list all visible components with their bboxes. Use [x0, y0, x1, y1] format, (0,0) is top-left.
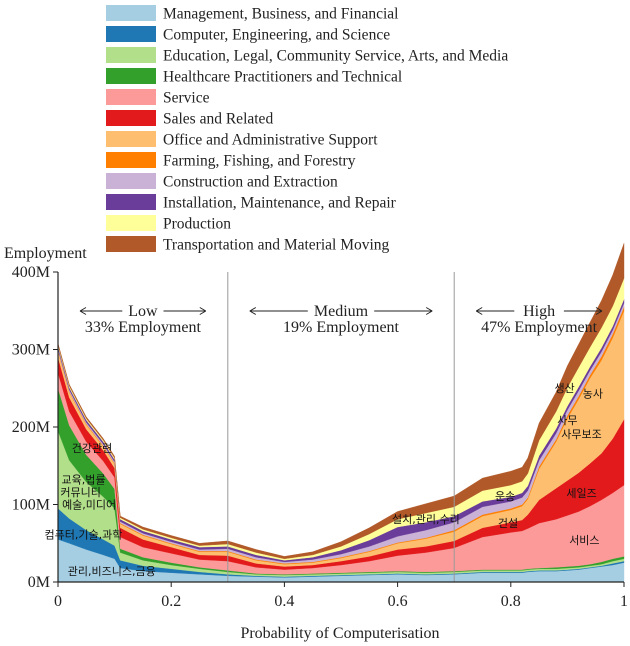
region-share: 47% Employment	[481, 319, 598, 336]
legend-swatch	[106, 110, 156, 126]
area-annotation: 세일즈	[566, 486, 596, 500]
legend-swatch	[106, 68, 156, 84]
legend-label: Office and Administrative Support	[163, 132, 378, 149]
area-annotation: 커뮤니티	[60, 486, 100, 499]
region-dividers	[227, 272, 455, 582]
legend-swatch	[106, 89, 156, 105]
legend-label: Education, Legal, Community Service, Art…	[163, 48, 508, 65]
axes: 0 0.2 0.4 0.6 0.8 1 0M 100M 200M 300M 400M	[12, 264, 628, 610]
area-annotation: 컴퓨터,기술,과학	[45, 529, 123, 542]
x-tick-label: 0.6	[388, 593, 408, 610]
legend-label: Service	[163, 90, 210, 107]
legend-label: Construction and Extraction	[163, 174, 338, 191]
arrow-head-left	[249, 307, 257, 315]
area-annotation: 건강관련	[72, 442, 112, 455]
legend-swatch	[106, 131, 156, 147]
region-share: 33% Employment	[85, 319, 202, 336]
legend-label: Installation, Maintenance, and Repair	[163, 195, 397, 212]
legend-label: Transportation and Material Moving	[163, 237, 390, 254]
legend-swatch	[106, 152, 156, 168]
y-axis-label: Employment	[4, 245, 87, 262]
arrow-head-right	[199, 307, 207, 315]
area-annotation: 농사	[583, 388, 603, 401]
region-name: Low	[128, 303, 158, 320]
stacked-areas	[57, 243, 625, 583]
area-annotation: 설치,관리,수리	[392, 513, 460, 526]
legend-label: Farming, Fishing, and Forestry	[163, 153, 356, 170]
area-annotation: 사무	[557, 414, 577, 427]
legend-swatch	[106, 26, 156, 42]
legend-swatch	[106, 5, 156, 21]
x-tick-label: 0.8	[501, 593, 521, 610]
area-annotation: 예술,미디어	[62, 498, 116, 511]
y-tick-label: 100M	[12, 497, 50, 514]
legend-swatch	[106, 194, 156, 210]
x-tick-label: 1	[620, 593, 628, 610]
area-annotation: 생산	[554, 382, 574, 395]
x-tick-label: 0	[54, 593, 62, 610]
x-tick-label: 0.4	[274, 593, 294, 610]
arrow-head-right	[425, 307, 433, 315]
area-annotation: 사무보조	[561, 428, 601, 441]
legend-label: Computer, Engineering, and Science	[163, 27, 390, 44]
area-annotation: 관리,비즈니스,금융	[68, 565, 156, 578]
legend: Management, Business, and Financial Compu…	[106, 5, 508, 254]
legend-swatch	[106, 236, 156, 252]
legend-label: Healthcare Practitioners and Technical	[163, 69, 402, 86]
y-tick-label: 400M	[12, 264, 50, 281]
area-annotation: 교육,법률	[61, 474, 105, 487]
legend-label: Management, Business, and Financial	[163, 6, 398, 23]
legend-label: Production	[163, 216, 231, 233]
y-tick-label: 300M	[12, 342, 50, 359]
area-annotation: 운송	[495, 490, 515, 503]
area-annotation: 건설	[498, 517, 518, 530]
arrow-head-left	[475, 307, 483, 315]
region-name: Medium	[314, 303, 369, 320]
legend-swatch	[106, 173, 156, 189]
y-tick-label: 200M	[12, 419, 50, 436]
area-annotation: 서비스	[569, 534, 599, 547]
x-axis-label: Probability of Computerisation	[240, 625, 439, 642]
arrow-head-left	[79, 307, 87, 315]
x-tick-label: 0.2	[161, 593, 181, 610]
legend-swatch	[106, 215, 156, 231]
region-share: 19% Employment	[283, 319, 400, 336]
y-tick-label: 0M	[28, 574, 50, 591]
legend-label: Sales and Related	[163, 111, 273, 128]
legend-swatch	[106, 47, 156, 63]
region-name: High	[523, 303, 555, 320]
arrow-head-right	[595, 307, 603, 315]
